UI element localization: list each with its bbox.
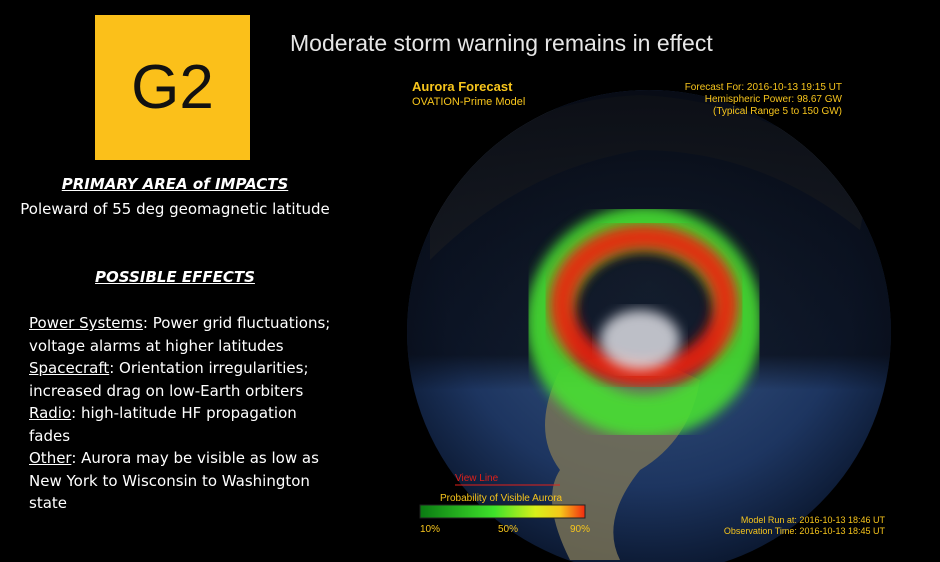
effect-item: Power Systems: Power grid fluctuations; … bbox=[29, 312, 334, 357]
title: Moderate storm warning remains in effect bbox=[290, 30, 713, 56]
legend-tick: 50% bbox=[498, 524, 518, 535]
effect-text: : Orientation irregularities; increased … bbox=[29, 359, 309, 400]
map-title: Aurora Forecast bbox=[412, 79, 513, 94]
badge-label: G2 bbox=[131, 53, 214, 122]
pole-area bbox=[600, 310, 680, 370]
effect-item: Other: Aurora may be visible as low as N… bbox=[29, 447, 334, 515]
hemispheric-power: Hemispheric Power: 98.67 GW bbox=[705, 94, 843, 105]
forecast-for: Forecast For: 2016-10-13 19:15 UT bbox=[685, 82, 842, 93]
legend-title: Probability of Visible Aurora bbox=[440, 493, 563, 504]
effect-label: Spacecraft bbox=[29, 359, 110, 377]
effect-text: : Power grid fluctuations; voltage alarm… bbox=[29, 314, 331, 355]
effects-heading: POSSIBLE EFFECTS bbox=[95, 268, 255, 286]
legend-tick: 10% bbox=[420, 524, 440, 535]
impacts-text: Poleward of 55 deg geomagnetic latitude bbox=[20, 200, 330, 218]
effect-label: Power Systems bbox=[29, 314, 143, 332]
effect-text: : Aurora may be visible as low as New Yo… bbox=[29, 449, 319, 512]
effect-item: Radio: high-latitude HF propagation fade… bbox=[29, 402, 334, 447]
impacts-heading: PRIMARY AREA of IMPACTS bbox=[61, 175, 289, 193]
legend-bar bbox=[419, 504, 586, 519]
model-run: Model Run at: 2016-10-13 18:46 UT bbox=[741, 515, 886, 525]
observation-time: Observation Time: 2016-10-13 18:45 UT bbox=[724, 526, 886, 536]
map-model: OVATION-Prime Model bbox=[412, 96, 525, 108]
effect-text: : high-latitude HF propagation fades bbox=[29, 404, 297, 445]
badge: G2 bbox=[95, 15, 250, 160]
effect-label: Other bbox=[29, 449, 72, 467]
effects-list: Power Systems: Power grid fluctuations; … bbox=[29, 312, 334, 515]
effect-label: Radio bbox=[29, 404, 72, 422]
typical-range: (Typical Range 5 to 150 GW) bbox=[713, 106, 842, 117]
effect-item: Spacecraft: Orientation irregularities; … bbox=[29, 357, 334, 402]
view-line-label: View Line bbox=[455, 473, 499, 484]
legend-tick: 90% bbox=[570, 524, 590, 535]
aurora-oval bbox=[549, 224, 739, 386]
